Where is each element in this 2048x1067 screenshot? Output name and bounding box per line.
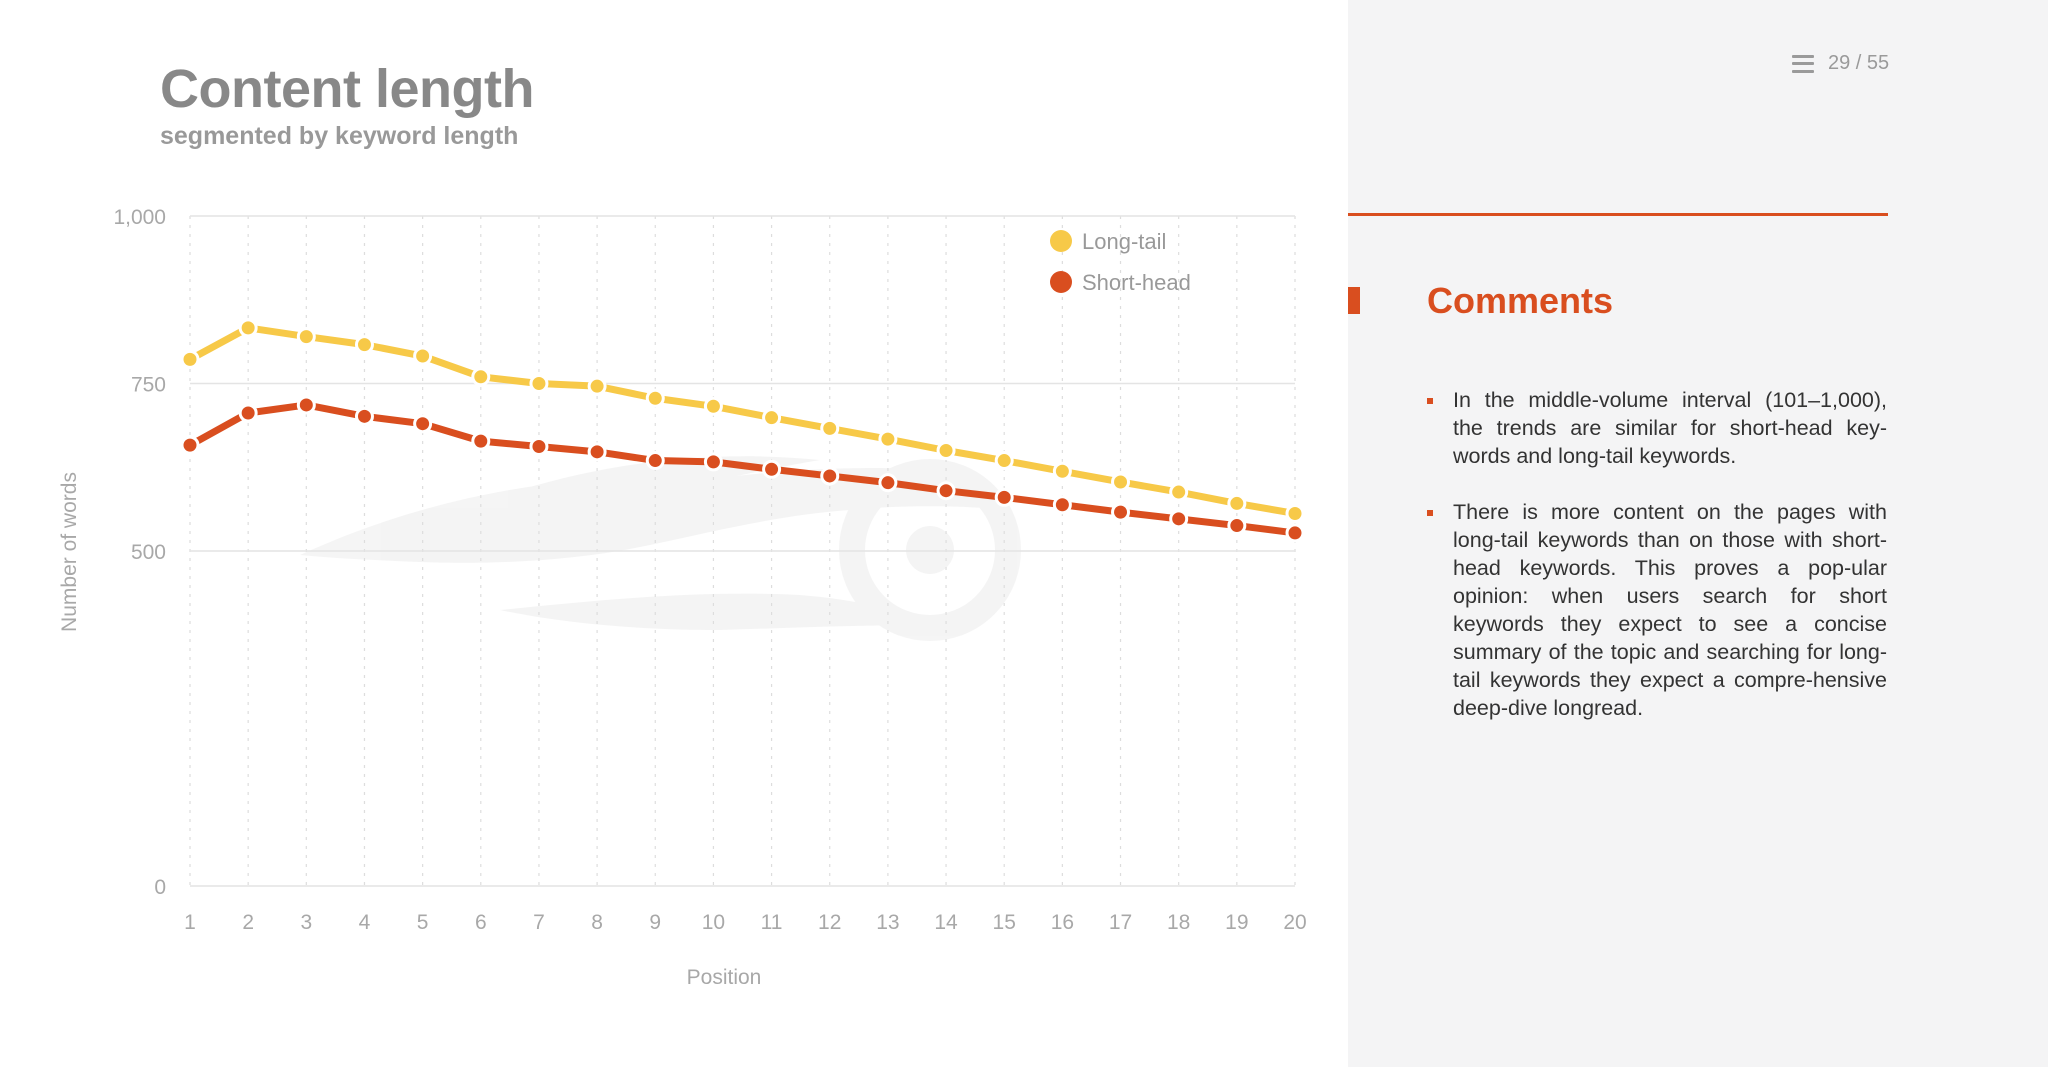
x-tick-label: 5 bbox=[417, 911, 429, 934]
x-tick-label: 2 bbox=[242, 911, 254, 934]
data-point-short-head bbox=[413, 414, 433, 434]
data-point-long-tail bbox=[529, 374, 549, 393]
x-tick-label: 17 bbox=[1109, 911, 1132, 934]
comments-title: Comments bbox=[1427, 280, 1614, 321]
y-tick-label: 750 bbox=[131, 374, 166, 397]
y-tick-label: 500 bbox=[131, 541, 166, 564]
x-tick-label: 9 bbox=[649, 911, 661, 934]
data-point-long-tail bbox=[413, 346, 433, 366]
x-tick-label: 19 bbox=[1225, 911, 1248, 934]
data-point-long-tail bbox=[354, 335, 374, 355]
data-point-short-head bbox=[878, 473, 898, 493]
data-point-short-head bbox=[296, 395, 316, 415]
page-counter: 29 / 55 bbox=[1828, 52, 1890, 74]
x-tick-label: 3 bbox=[300, 911, 312, 934]
hamburger-menu-icon[interactable] bbox=[1792, 54, 1814, 73]
data-point-long-tail bbox=[1169, 482, 1189, 502]
data-point-long-tail bbox=[1227, 493, 1247, 513]
x-tick-label: 13 bbox=[876, 911, 899, 934]
data-point-short-head bbox=[529, 436, 549, 456]
pager: 29 / 55 bbox=[1792, 52, 1889, 75]
chart-gridlines bbox=[189, 215, 1296, 887]
x-tick-label: 14 bbox=[934, 911, 958, 934]
x-axis-label: Position bbox=[687, 966, 762, 989]
data-point-long-tail bbox=[471, 367, 491, 387]
bullet-icon bbox=[1427, 398, 1433, 404]
y-tick-label: 1,000 bbox=[113, 206, 166, 229]
comment-text: There is more content on the pages with … bbox=[1453, 500, 1887, 720]
data-point-long-tail bbox=[1285, 503, 1305, 523]
x-tick-label: 7 bbox=[533, 911, 545, 934]
legend-marker-short-head bbox=[1050, 271, 1072, 293]
x-tick-label: 1 bbox=[184, 911, 196, 934]
section-marker bbox=[1348, 287, 1360, 314]
chart-legend[interactable]: Long-tail Short-head bbox=[1050, 229, 1191, 295]
data-point-short-head bbox=[471, 431, 491, 451]
y-tick-label: 0 bbox=[154, 876, 166, 899]
x-tick-label: 12 bbox=[818, 911, 841, 934]
slide-subtitle: segmented by keyword length bbox=[160, 122, 519, 150]
data-point-short-head bbox=[820, 466, 840, 486]
data-point-short-head bbox=[180, 435, 200, 455]
data-point-long-tail bbox=[180, 349, 200, 369]
data-point-short-head bbox=[703, 452, 723, 472]
data-point-long-tail bbox=[587, 376, 607, 396]
section-divider bbox=[1348, 213, 1888, 216]
data-point-short-head bbox=[1111, 502, 1131, 522]
comment-item: In the middle-volume interval (101–1,000… bbox=[1427, 386, 1887, 470]
data-point-short-head bbox=[354, 406, 374, 426]
x-tick-label: 16 bbox=[1051, 911, 1074, 934]
legend-marker-long-tail bbox=[1050, 230, 1072, 252]
data-point-long-tail bbox=[878, 429, 898, 449]
data-point-short-head bbox=[587, 442, 607, 462]
data-point-short-head bbox=[1285, 523, 1305, 543]
x-axis: 1 2 3 4 5 6 7 8 9 10 11 12 13 14 15 16 17 18 19 20 bbox=[184, 911, 1307, 934]
data-point-long-tail bbox=[936, 441, 956, 460]
data-point-short-head bbox=[645, 451, 665, 471]
series-line-long-tail bbox=[186, 324, 1299, 517]
data-point-long-tail bbox=[645, 388, 665, 408]
slide-title: Content length bbox=[160, 59, 534, 119]
comments-panel bbox=[1348, 0, 2048, 1067]
data-point-short-head bbox=[238, 403, 258, 423]
data-point-short-head bbox=[1052, 495, 1072, 515]
y-axis: 0 500 750 1,000 bbox=[113, 206, 166, 899]
data-point-long-tail bbox=[1052, 461, 1072, 481]
data-point-short-head bbox=[1169, 509, 1189, 529]
data-point-long-tail bbox=[762, 408, 782, 428]
data-point-long-tail bbox=[994, 451, 1014, 471]
x-tick-label: 11 bbox=[761, 911, 783, 934]
chart-series bbox=[180, 318, 1305, 543]
x-tick-label: 8 bbox=[591, 911, 603, 934]
y-axis-label: Number of words bbox=[58, 472, 81, 632]
comment-item: There is more content on the pages with … bbox=[1427, 498, 1887, 722]
bullet-icon bbox=[1427, 510, 1433, 516]
x-tick-label: 18 bbox=[1167, 911, 1190, 934]
data-point-long-tail bbox=[820, 418, 840, 438]
data-point-long-tail bbox=[238, 318, 258, 338]
comment-text: In the middle-volume interval (101–1,000… bbox=[1453, 388, 1887, 468]
data-point-long-tail bbox=[703, 396, 723, 416]
data-point-short-head bbox=[1227, 516, 1247, 536]
data-point-short-head bbox=[936, 481, 956, 501]
legend-label-short-head[interactable]: Short-head bbox=[1082, 270, 1191, 295]
x-tick-label: 10 bbox=[702, 911, 725, 934]
comments-list: In the middle-volume interval (101–1,000… bbox=[1427, 386, 1887, 750]
x-tick-label: 4 bbox=[359, 911, 371, 934]
legend-label-long-tail[interactable]: Long-tail bbox=[1082, 229, 1166, 254]
data-point-long-tail bbox=[1111, 472, 1131, 492]
data-point-long-tail bbox=[296, 327, 316, 347]
data-point-short-head bbox=[994, 487, 1014, 507]
x-tick-label: 15 bbox=[993, 911, 1016, 934]
x-tick-label: 20 bbox=[1283, 911, 1306, 934]
main-panel bbox=[0, 0, 1348, 1067]
data-point-short-head bbox=[762, 459, 782, 479]
series-line-short-head bbox=[186, 401, 1299, 537]
x-tick-label: 6 bbox=[475, 911, 487, 934]
